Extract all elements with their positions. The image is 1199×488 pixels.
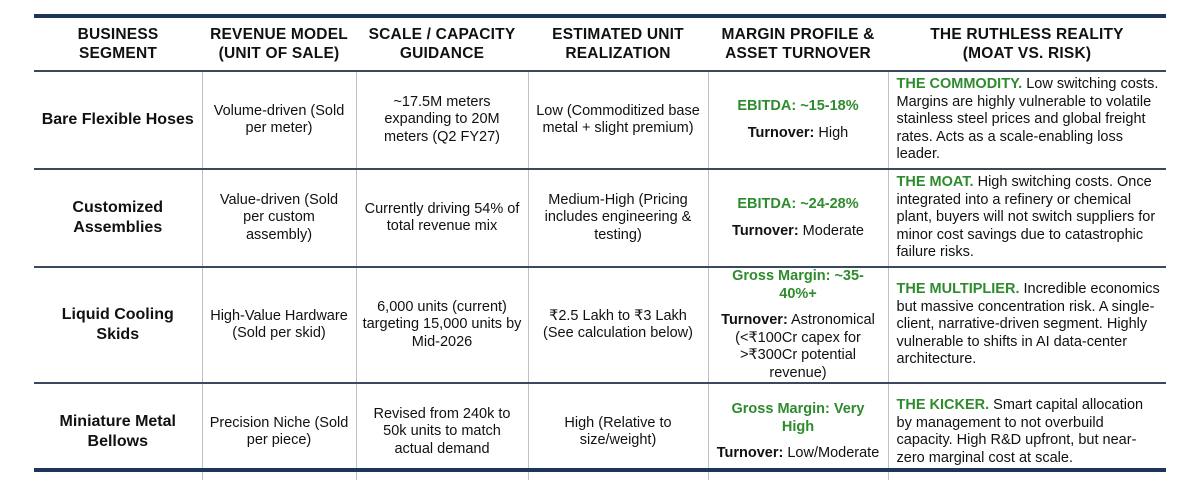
header-ruthless-reality: THE RUTHLESS REALITY (MOAT VS. RISK) xyxy=(888,18,1166,72)
turnover-label: Turnover: xyxy=(747,124,815,141)
reality-text: Smart capital allocation by management t… xyxy=(896,397,1144,466)
scale-guidance: Currently driving 54% of total revenue m… xyxy=(356,168,529,267)
reality-tag: THE COMMODITY. xyxy=(896,76,1023,93)
scale-guidance: Revised from 240k to 50k units to match … xyxy=(356,382,529,480)
header-unit-realization: ESTIMATED UNIT REALIZATION xyxy=(528,18,708,72)
turnover-value: Low/Moderate xyxy=(783,445,880,462)
margin-profile: EBITDA: ~15-18% Turnover: High xyxy=(708,71,889,169)
reality-tag: THE KICKER. xyxy=(896,397,990,413)
revenue-model: Volume-driven (Sold per meter) xyxy=(202,71,357,169)
revenue-model: Precision Niche (Sold per piece) xyxy=(202,382,357,480)
reality-tag: THE MOAT. xyxy=(896,174,974,191)
segment-name: Customized Assemblies xyxy=(34,168,203,267)
reality-text: Low switching costs. Margins are highly … xyxy=(896,76,1159,163)
header-scale-capacity: SCALE / CAPACITY GUIDANCE xyxy=(356,18,528,72)
margin-profile: EBITDA: ~24-28% Turnover: Moderate xyxy=(708,168,889,267)
turnover-value: Moderate xyxy=(798,222,864,239)
turnover-label: Turnover: xyxy=(716,445,784,462)
margin-value: Gross Margin: ~35-40%+ xyxy=(732,268,864,302)
table-row: Liquid Cooling Skids High-Value Hardware… xyxy=(34,266,1166,383)
ruthless-reality: THE MOAT. High switching costs. Once int… xyxy=(888,168,1166,267)
ruthless-reality: THE KICKER. Smart capital allocation by … xyxy=(888,382,1166,480)
revenue-model: Value-driven (Sold per custom assembly) xyxy=(202,168,357,267)
unit-realization: High (Relative to size/weight) xyxy=(528,382,709,480)
turnover-value: Astronomical (<₹100Cr capex for >₹300Cr … xyxy=(735,312,875,381)
unit-realization: ₹2.5 Lakh to ₹3 Lakh (See calculation be… xyxy=(528,266,709,383)
table-row: Miniature Metal Bellows Precision Niche … xyxy=(34,382,1166,480)
unit-realization: Medium-High (Pricing includes engineerin… xyxy=(528,168,709,267)
turnover-label: Turnover: xyxy=(732,222,799,239)
unit-realization: Low (Commoditized base metal + slight pr… xyxy=(528,71,709,169)
top-rule xyxy=(34,14,1166,18)
margin-value: EBITDA: ~24-28% xyxy=(737,196,859,212)
header-business-segment: BUSINESS SEGMENT xyxy=(34,18,202,72)
reality-tag: THE MULTIPLIER. xyxy=(896,281,1020,298)
reality-text: High switching costs. Once integrated in… xyxy=(896,174,1156,261)
segment-table: BUSINESS SEGMENT REVENUE MODEL (UNIT OF S… xyxy=(34,18,1166,480)
bottom-rule xyxy=(34,468,1166,472)
margin-value: EBITDA: ~15-18% xyxy=(737,98,859,114)
segment-name: Liquid Cooling Skids xyxy=(34,266,203,383)
segment-name: Miniature Metal Bellows xyxy=(34,382,203,480)
ruthless-reality: THE COMMODITY. Low switching costs. Marg… xyxy=(888,71,1166,169)
margin-profile: Gross Margin: Very High Turnover: Low/Mo… xyxy=(708,382,889,480)
segment-name: Bare Flexible Hoses xyxy=(34,71,203,169)
scale-guidance: ~17.5M meters expanding to 20M meters (Q… xyxy=(356,71,529,169)
turnover-value: High xyxy=(814,124,849,141)
header-row: BUSINESS SEGMENT REVENUE MODEL (UNIT OF S… xyxy=(34,18,1166,72)
header-revenue-model: REVENUE MODEL (UNIT OF SALE) xyxy=(202,18,356,72)
ruthless-reality: THE MULTIPLIER. Incredible economics but… xyxy=(888,266,1166,383)
segment-table-frame: BUSINESS SEGMENT REVENUE MODEL (UNIT OF S… xyxy=(34,14,1166,480)
table-row: Customized Assemblies Value-driven (Sold… xyxy=(34,168,1166,267)
reality-text: Incredible economics but massive concent… xyxy=(896,281,1160,368)
margin-profile: Gross Margin: ~35-40%+ Turnover: Astrono… xyxy=(708,266,889,383)
header-margin-profile: MARGIN PROFILE & ASSET TURNOVER xyxy=(708,18,888,72)
table-row: Bare Flexible Hoses Volume-driven (Sold … xyxy=(34,71,1166,169)
margin-value: Gross Margin: Very High xyxy=(731,401,865,435)
revenue-model: High-Value Hardware (Sold per skid) xyxy=(202,266,357,383)
turnover-label: Turnover: xyxy=(721,312,788,328)
scale-guidance: 6,000 units (current) targeting 15,000 u… xyxy=(356,266,529,383)
